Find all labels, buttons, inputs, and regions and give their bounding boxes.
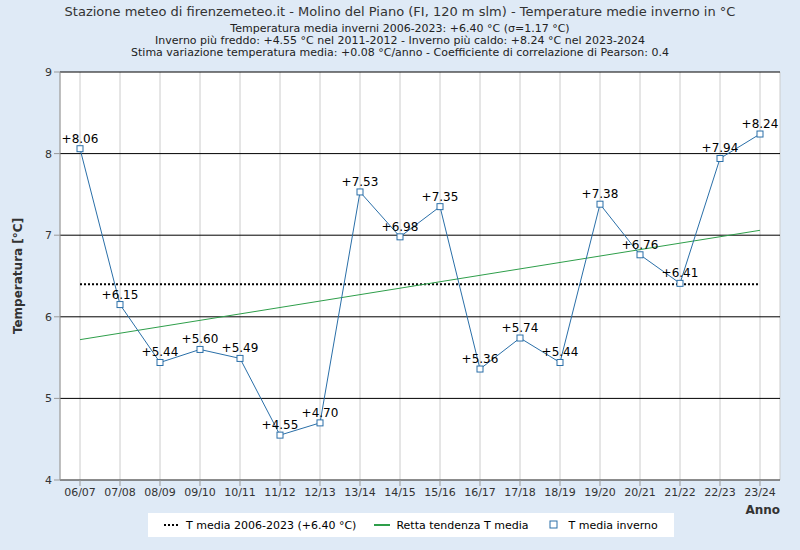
- svg-text:+7.35: +7.35: [422, 190, 459, 204]
- svg-text:+5.44: +5.44: [542, 345, 579, 359]
- svg-text:5: 5: [45, 392, 52, 405]
- svg-text:+6.41: +6.41: [662, 266, 699, 280]
- svg-text:9: 9: [45, 66, 52, 79]
- svg-text:13/14: 13/14: [344, 486, 376, 499]
- svg-text:+4.55: +4.55: [262, 418, 299, 432]
- svg-text:21/22: 21/22: [664, 486, 696, 499]
- svg-text:+5.36: +5.36: [462, 352, 499, 366]
- svg-text:19/20: 19/20: [584, 486, 616, 499]
- svg-text:+8.06: +8.06: [62, 132, 99, 146]
- svg-text:12/13: 12/13: [304, 486, 336, 499]
- html-text:Anno: Anno: [745, 503, 780, 517]
- svg-text:+5.49: +5.49: [222, 341, 259, 355]
- svg-text:11/12: 11/12: [264, 486, 296, 499]
- svg-text:22/23: 22/23: [704, 486, 736, 499]
- svg-text:6: 6: [45, 311, 52, 324]
- svg-text:+6.98: +6.98: [382, 220, 419, 234]
- svg-text:14/15: 14/15: [384, 486, 416, 499]
- svg-text:18/19: 18/19: [544, 486, 576, 499]
- svg-text:+6.76: +6.76: [622, 238, 659, 252]
- svg-text:8: 8: [45, 148, 52, 161]
- svg-text:06/07: 06/07: [64, 486, 96, 499]
- svg-text:07/08: 07/08: [104, 486, 136, 499]
- svg-text:20/21: 20/21: [624, 486, 656, 499]
- svg-text:08/09: 08/09: [144, 486, 176, 499]
- svg-text:4: 4: [45, 474, 52, 487]
- html-text:Retta tendenza T media: Retta tendenza T media: [396, 518, 529, 532]
- svg-text:+4.70: +4.70: [302, 406, 339, 420]
- svg-text:15/16: 15/16: [424, 486, 456, 499]
- html-text:Stima variazione temperatura m: Stima variazione temperatura media: +0.0…: [131, 46, 669, 59]
- svg-text:23/24: 23/24: [744, 486, 776, 499]
- svg-text:10/11: 10/11: [224, 486, 256, 499]
- svg-text:7: 7: [45, 229, 52, 242]
- html-text:T media inverno: T media inverno: [568, 518, 658, 532]
- svg-text:16/17: 16/17: [464, 486, 496, 499]
- svg-text:+8.24: +8.24: [742, 117, 779, 131]
- svg-text:+5.60: +5.60: [182, 332, 219, 346]
- html-text:Temperatura media inverni 2006: Temperatura media inverni 2006-2023: +6.…: [230, 22, 570, 35]
- html-text:Stazione meteo di firenzemeteo: Stazione meteo di firenzemeteo.it - Moli…: [64, 4, 736, 19]
- svg-text:+7.38: +7.38: [582, 187, 619, 201]
- html-text:Inverno più freddo: +4.55 °C n: Inverno più freddo: +4.55 °C nel 2011-20…: [155, 34, 645, 47]
- svg-text:+6.15: +6.15: [102, 288, 139, 302]
- svg-text:17/18: 17/18: [504, 486, 536, 499]
- svg-text:+7.94: +7.94: [702, 141, 739, 155]
- svg-text:+7.53: +7.53: [342, 175, 379, 189]
- svg-text:Temperatura [°C]: Temperatura [°C]: [11, 218, 25, 334]
- svg-text:+5.74: +5.74: [502, 321, 539, 335]
- svg-text:09/10: 09/10: [184, 486, 216, 499]
- html-text:T media 2006-2023 (+6.40 °C): T media 2006-2023 (+6.40 °C): [186, 518, 357, 532]
- svg-text:+5.44: +5.44: [142, 345, 179, 359]
